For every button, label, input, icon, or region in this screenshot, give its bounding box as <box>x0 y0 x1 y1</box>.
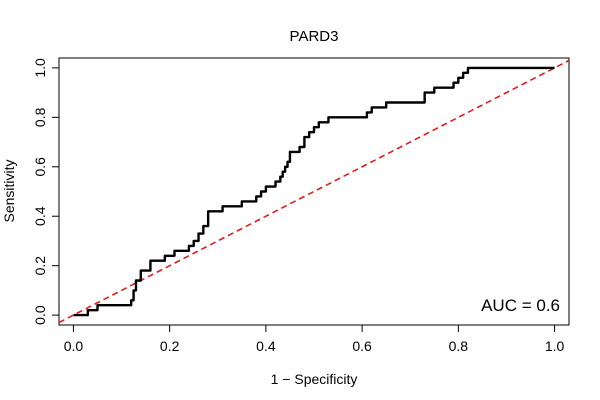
y-tick-label: 0.2 <box>32 256 48 276</box>
reference-diagonal-line <box>58 59 570 324</box>
y-tick-label: 0.6 <box>32 157 48 177</box>
x-tick-label: 1.0 <box>545 338 565 354</box>
x-tick-label: 0.4 <box>256 338 276 354</box>
x-axis-label: 1 − Specificity <box>271 371 358 387</box>
y-tick-label: 1.0 <box>32 58 48 78</box>
plot-frame <box>58 57 570 326</box>
auc-annotation: AUC = 0.6 <box>481 296 560 315</box>
x-tick-label: 0.0 <box>64 338 84 354</box>
y-axis: 0.0 0.2 0.4 0.6 0.8 1.0 <box>32 58 59 325</box>
x-tick-label: 0.6 <box>352 338 372 354</box>
y-tick-label: 0.8 <box>32 107 48 127</box>
y-tick-label: 0.4 <box>32 206 48 226</box>
chart-title: PARD3 <box>290 28 339 45</box>
x-tick-label: 0.2 <box>160 338 180 354</box>
x-axis: 0.0 0.2 0.4 0.6 0.8 1.0 <box>64 325 565 354</box>
x-tick-label: 0.8 <box>449 338 469 354</box>
roc-curve-line <box>73 66 555 317</box>
y-axis-label: Sensitivity <box>1 159 17 222</box>
y-tick-label: 0.0 <box>32 305 48 325</box>
